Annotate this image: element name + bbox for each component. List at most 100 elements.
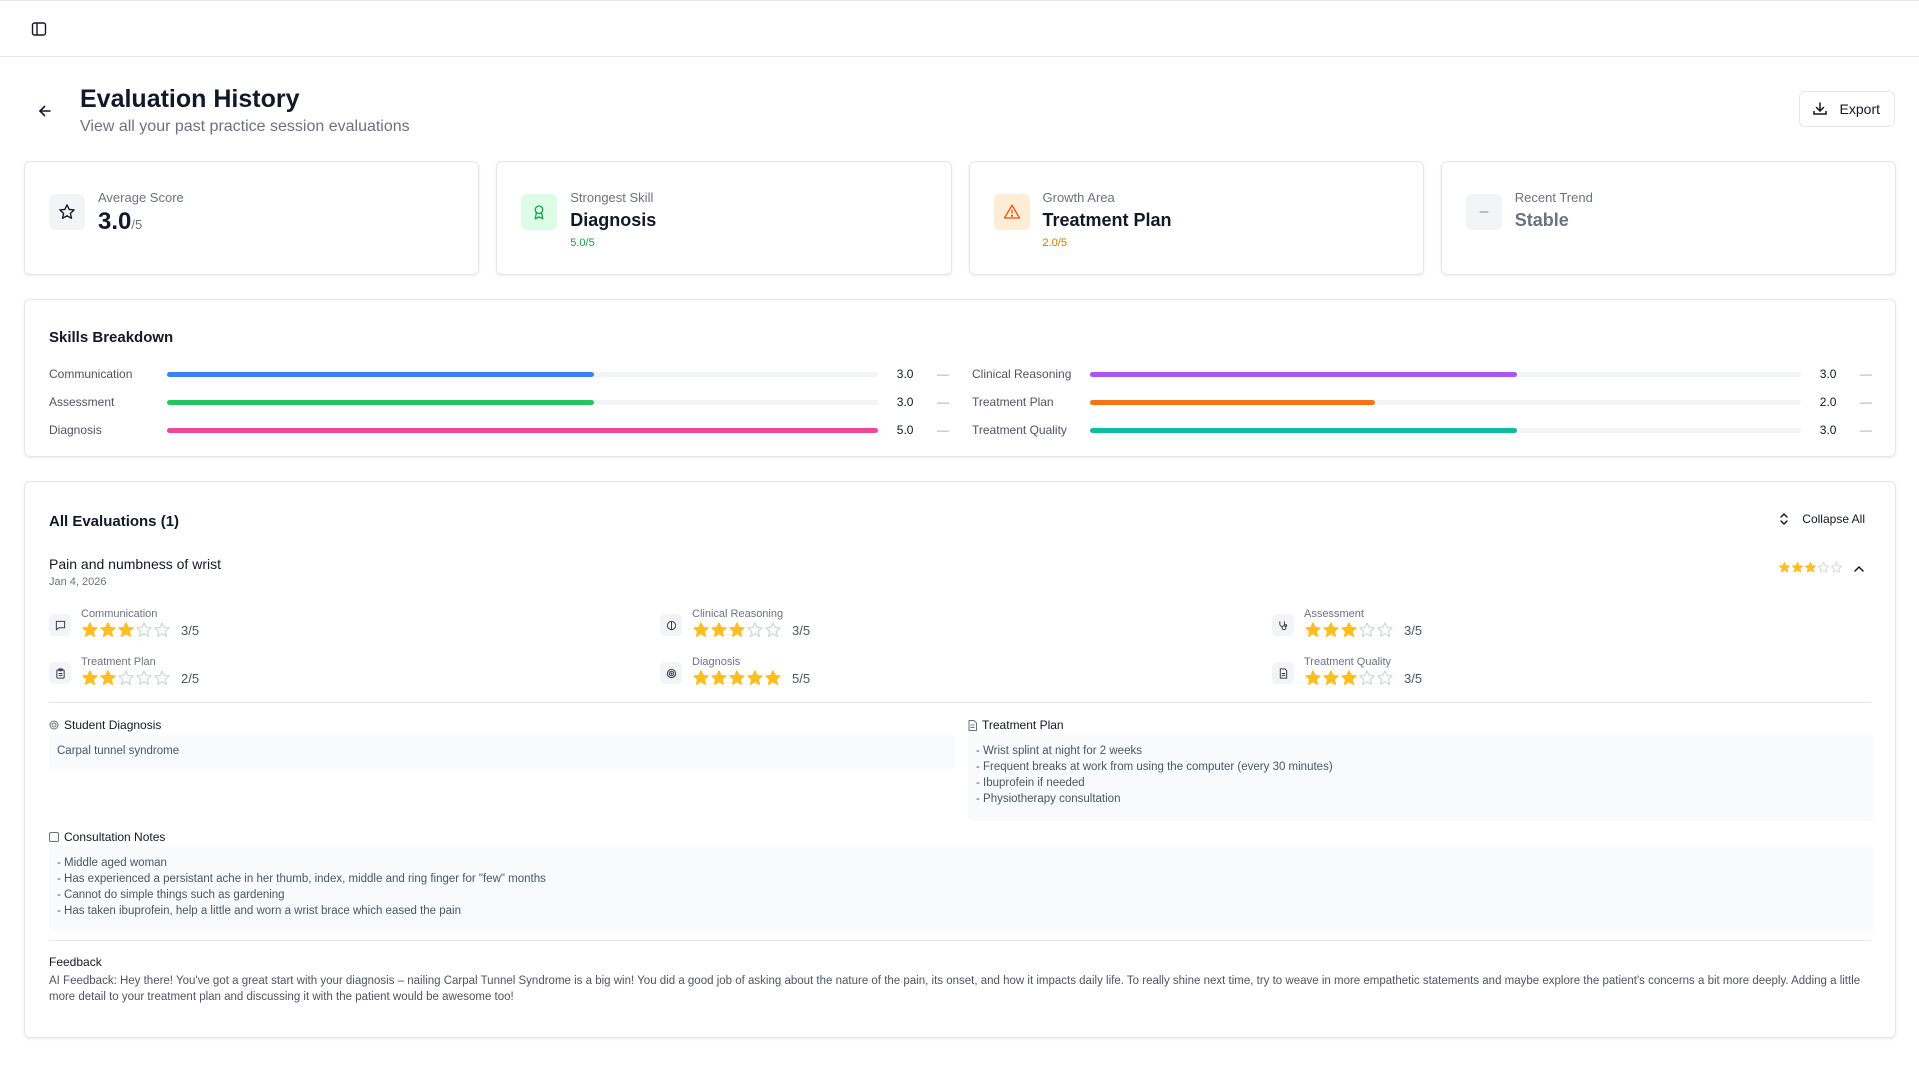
skill-fill xyxy=(167,427,878,433)
skill-row: Treatment Plan 2.0 — xyxy=(972,388,1872,416)
evaluation-title[interactable]: Pain and numbness of wrist xyxy=(49,556,221,572)
star-filled-icon xyxy=(1341,670,1357,685)
star-filled-icon xyxy=(100,670,116,685)
recent-trend-card: Recent Trend Stable xyxy=(1440,161,1896,275)
star-filled-icon xyxy=(1804,561,1817,573)
text-line: - Has taken ibuprofein, help a little an… xyxy=(57,905,462,917)
metric-stars: 5/5 xyxy=(692,669,810,687)
evaluation-date: Jan 4, 2026 xyxy=(49,576,107,588)
skill-track xyxy=(167,399,878,405)
metric-stars: 3/5 xyxy=(1304,621,1422,639)
export-button[interactable]: Export xyxy=(1798,91,1895,127)
strongest-skill-label: Strongest Skill xyxy=(570,190,654,205)
skill-name: Diagnosis xyxy=(49,423,102,437)
text-line: - Wrist splint at night for 2 weeks xyxy=(976,745,1142,757)
skill-track xyxy=(1090,371,1801,377)
skill-value: 3.0 xyxy=(896,395,914,409)
metric-assessment: Assessment 3/5 xyxy=(1272,608,1422,639)
skill-row: Diagnosis 5.0 — xyxy=(49,416,949,444)
star-filled-icon xyxy=(100,622,116,637)
metric-communication: Communication 3/5 xyxy=(49,608,199,639)
skill-name: Clinical Reasoning xyxy=(972,367,1072,381)
star-empty-icon xyxy=(1359,622,1375,637)
star-empty-icon xyxy=(118,670,134,685)
skill-value: 3.0 xyxy=(896,367,914,381)
collapse-all-button[interactable]: Collapse All xyxy=(1778,512,1865,526)
treatment-plan-heading: Treatment Plan xyxy=(968,718,1064,732)
skill-trend: — xyxy=(937,367,950,381)
collapse-all-label: Collapse All xyxy=(1802,512,1865,526)
text-line: - Cannot do simple things such as garden… xyxy=(57,889,285,901)
skill-trend: — xyxy=(1860,395,1873,409)
document-icon xyxy=(968,719,977,731)
star-filled-icon xyxy=(118,622,134,637)
feedback-text: AI Feedback: Hey there! You've got a gre… xyxy=(49,975,1861,1003)
metric-clinical-reasoning: Clinical Reasoning 3/5 xyxy=(660,608,810,639)
growth-area-score: 2.0/5 xyxy=(1042,237,1067,249)
skill-name: Assessment xyxy=(49,395,115,409)
warning-icon xyxy=(993,194,1030,230)
all-evaluations-panel: All Evaluations (1) Collapse All Pain an… xyxy=(24,481,1896,1038)
growth-area-value: Treatment Plan xyxy=(1042,210,1172,230)
average-score-value: 3.0/5 xyxy=(98,208,143,235)
skill-trend: — xyxy=(937,423,950,437)
metric-label: Treatment Plan xyxy=(81,656,156,668)
message-icon xyxy=(49,614,71,636)
star-filled-icon xyxy=(82,670,98,685)
metric-stars: 3/5 xyxy=(1304,669,1422,687)
chevron-up-icon[interactable] xyxy=(1853,562,1865,580)
page-title: Evaluation History xyxy=(80,85,300,113)
star-filled-icon xyxy=(693,670,709,685)
star-filled-icon xyxy=(1305,670,1321,685)
metric-score: 5/5 xyxy=(792,670,811,686)
metric-treatment-plan: Treatment Plan 2/5 xyxy=(49,656,199,687)
sidebar-toggle-icon[interactable] xyxy=(29,19,49,39)
skills-left-column: Communication 3.0— Assessment 3.0— Diagnosis… xyxy=(49,360,949,444)
star-empty-icon xyxy=(154,670,170,685)
star-filled-icon xyxy=(729,670,745,685)
skill-fill xyxy=(167,399,594,405)
consultation-notes-heading: Consultation Notes xyxy=(49,830,165,844)
star-empty-icon xyxy=(136,622,152,637)
metric-score: 3/5 xyxy=(1404,670,1423,686)
star-empty-icon xyxy=(1817,561,1830,573)
strongest-skill-score: 5.0/5 xyxy=(570,237,595,249)
back-arrow-icon[interactable] xyxy=(34,100,56,122)
star-empty-icon xyxy=(1359,670,1375,685)
skill-fill xyxy=(1090,371,1517,377)
average-score-label: Average Score xyxy=(98,190,184,205)
all-evaluations-title: All Evaluations (1) xyxy=(49,513,180,530)
star-empty-icon xyxy=(1377,670,1393,685)
student-diagnosis-text: Carpal tunnel syndrome xyxy=(57,745,180,757)
strongest-skill-card: Strongest Skill Diagnosis 5.0/5 xyxy=(496,161,952,275)
skill-row: Assessment 3.0 — xyxy=(49,388,949,416)
star-filled-icon xyxy=(1305,622,1321,637)
star-filled-icon xyxy=(711,670,727,685)
skill-track xyxy=(167,371,878,377)
star-icon xyxy=(49,194,85,230)
metric-label: Clinical Reasoning xyxy=(692,608,784,620)
star-empty-icon xyxy=(1377,622,1393,637)
page-header: Evaluation History View all your past pr… xyxy=(24,84,1895,140)
top-bar xyxy=(0,0,1919,57)
page-subtitle: View all your past practice session eval… xyxy=(80,118,410,135)
star-filled-icon xyxy=(82,622,98,637)
recent-trend-label: Recent Trend xyxy=(1514,190,1593,205)
metric-score: 2/5 xyxy=(181,670,200,686)
skill-fill xyxy=(167,371,594,377)
skill-track xyxy=(167,427,878,433)
minus-icon xyxy=(1465,194,1502,230)
skill-trend: — xyxy=(937,395,950,409)
document-icon xyxy=(1272,662,1294,684)
evaluation-overall-stars xyxy=(1778,561,1843,574)
star-filled-icon xyxy=(1791,561,1804,573)
skill-track xyxy=(1090,399,1801,405)
feedback-heading: Feedback xyxy=(49,955,102,969)
recent-trend-value: Stable xyxy=(1514,210,1569,230)
metric-stars: 3/5 xyxy=(692,621,810,639)
metric-score: 3/5 xyxy=(792,622,811,638)
star-empty-icon xyxy=(765,622,781,637)
stethoscope-icon xyxy=(1272,614,1294,636)
star-empty-icon xyxy=(154,622,170,637)
skill-trend: — xyxy=(1860,367,1873,381)
